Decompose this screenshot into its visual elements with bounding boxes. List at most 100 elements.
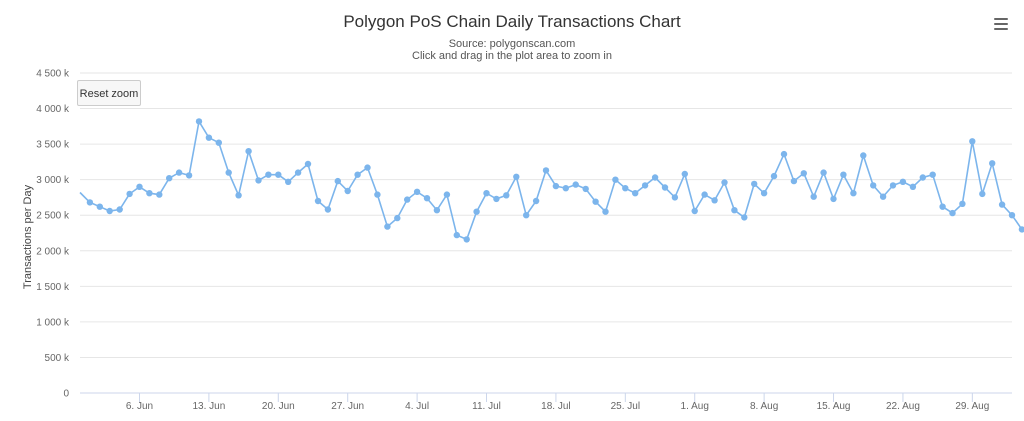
data-point[interactable] — [919, 174, 926, 181]
data-point[interactable] — [731, 207, 738, 214]
data-point[interactable] — [265, 171, 272, 178]
reset-zoom-button[interactable]: Reset zoom — [77, 80, 141, 106]
data-point[interactable] — [850, 190, 857, 197]
data-point[interactable] — [205, 134, 213, 141]
data-point[interactable] — [790, 177, 798, 185]
data-point[interactable] — [780, 150, 788, 158]
data-point[interactable] — [166, 175, 173, 182]
data-point[interactable] — [651, 174, 659, 181]
data-point[interactable] — [741, 214, 748, 221]
data-point[interactable] — [979, 190, 986, 198]
data-point[interactable] — [949, 209, 956, 217]
data-point[interactable] — [245, 148, 252, 155]
data-point[interactable] — [344, 187, 351, 195]
data-point[interactable] — [453, 231, 460, 239]
data-point[interactable] — [255, 177, 262, 184]
data-point[interactable] — [513, 173, 520, 180]
data-point[interactable] — [909, 183, 917, 190]
data-point[interactable] — [582, 185, 589, 193]
data-point[interactable] — [324, 206, 332, 213]
data-point[interactable] — [86, 199, 94, 206]
data-point[interactable] — [899, 178, 907, 185]
data-point[interactable] — [770, 172, 778, 180]
data-point[interactable] — [423, 195, 431, 202]
data-point[interactable] — [215, 139, 222, 146]
data-point[interactable] — [235, 192, 242, 199]
data-point[interactable] — [641, 182, 649, 189]
data-point[interactable] — [612, 176, 619, 183]
data-point[interactable] — [354, 171, 361, 178]
data-point[interactable] — [503, 192, 510, 199]
data-point[interactable] — [473, 208, 480, 215]
data-point[interactable] — [304, 160, 312, 168]
data-point[interactable] — [294, 169, 302, 176]
data-point[interactable] — [493, 195, 500, 203]
data-point[interactable] — [404, 196, 411, 203]
data-point[interactable] — [721, 179, 728, 186]
data-point[interactable] — [810, 193, 817, 200]
data-point[interactable] — [562, 185, 569, 192]
data-point[interactable] — [870, 182, 877, 189]
data-point[interactable] — [314, 197, 322, 205]
data-point[interactable] — [156, 191, 163, 198]
data-point[interactable] — [106, 207, 113, 215]
data-point[interactable] — [800, 170, 807, 177]
data-point[interactable] — [275, 171, 282, 178]
data-point[interactable] — [116, 206, 123, 213]
data-point[interactable] — [998, 201, 1006, 208]
data-point[interactable] — [860, 152, 867, 159]
data-point[interactable] — [820, 169, 827, 176]
data-point[interactable] — [929, 171, 936, 178]
data-point[interactable] — [681, 170, 688, 178]
data-point[interactable] — [671, 194, 679, 201]
data-point[interactable] — [969, 138, 976, 145]
data-point[interactable] — [760, 190, 768, 197]
data-point[interactable] — [691, 207, 698, 215]
data-point[interactable] — [443, 191, 451, 198]
data-point[interactable] — [701, 191, 708, 198]
data-point[interactable] — [334, 177, 341, 185]
data-point[interactable] — [364, 164, 371, 171]
data-point[interactable] — [374, 191, 381, 198]
data-point[interactable] — [523, 212, 530, 219]
data-point[interactable] — [532, 197, 540, 205]
x-tick-label: 20. Jun — [262, 401, 295, 412]
data-point[interactable] — [394, 214, 401, 222]
data-point[interactable] — [602, 208, 609, 215]
data-point[interactable] — [632, 190, 639, 197]
data-point[interactable] — [126, 190, 133, 198]
data-point[interactable] — [830, 195, 837, 203]
data-point[interactable] — [889, 182, 897, 189]
data-point[interactable] — [96, 203, 104, 210]
data-point[interactable] — [285, 178, 292, 185]
data-point[interactable] — [572, 181, 579, 188]
data-point[interactable] — [959, 200, 966, 207]
data-point[interactable] — [1018, 226, 1024, 233]
data-point[interactable] — [751, 180, 758, 188]
data-point[interactable] — [1008, 212, 1016, 219]
data-point[interactable] — [185, 172, 193, 179]
data-point[interactable] — [225, 169, 232, 176]
data-point[interactable] — [136, 183, 143, 190]
data-point[interactable] — [711, 197, 718, 204]
data-point[interactable] — [622, 185, 629, 192]
data-point[interactable] — [840, 171, 847, 178]
data-point[interactable] — [552, 182, 560, 190]
data-point[interactable] — [661, 184, 669, 191]
data-point[interactable] — [175, 169, 183, 176]
hamburger-menu-icon[interactable] — [994, 18, 1008, 30]
data-point[interactable] — [146, 190, 153, 197]
data-point[interactable] — [413, 188, 421, 195]
data-point[interactable] — [195, 118, 203, 125]
data-point[interactable] — [879, 193, 887, 200]
data-point[interactable] — [542, 167, 550, 174]
data-point[interactable] — [989, 160, 996, 167]
data-point[interactable] — [463, 236, 470, 243]
data-point[interactable] — [939, 203, 946, 210]
data-point[interactable] — [384, 223, 391, 230]
data-point[interactable] — [592, 198, 599, 205]
data-point[interactable] — [433, 207, 441, 214]
data-point[interactable] — [483, 190, 490, 197]
x-tick-label: 22. Aug — [886, 401, 920, 412]
